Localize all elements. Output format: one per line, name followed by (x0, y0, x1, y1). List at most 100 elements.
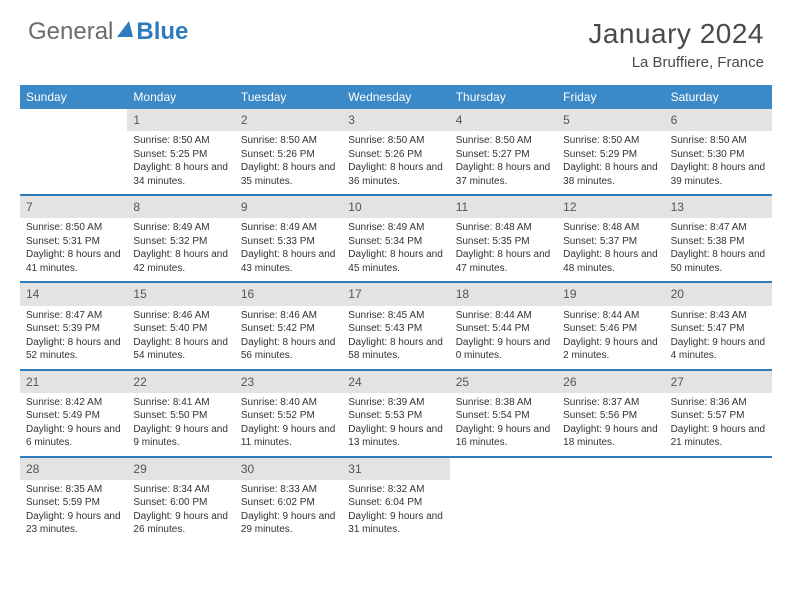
daylight-text: Daylight: 8 hours and 36 minutes. (348, 161, 443, 188)
sunrise-text: Sunrise: 8:39 AM (348, 396, 443, 410)
sunrise-text: Sunrise: 8:44 AM (456, 309, 551, 323)
day-cell: 6Sunrise: 8:50 AMSunset: 5:30 PMDaylight… (665, 109, 772, 194)
sunrise-text: Sunrise: 8:50 AM (133, 134, 228, 148)
day-body: Sunrise: 8:48 AMSunset: 5:35 PMDaylight:… (450, 218, 557, 281)
day-cell: 29Sunrise: 8:34 AMSunset: 6:00 PMDayligh… (127, 458, 234, 543)
day-number: 18 (450, 283, 557, 305)
day-body: Sunrise: 8:48 AMSunset: 5:37 PMDaylight:… (557, 218, 664, 281)
daylight-text: Daylight: 9 hours and 11 minutes. (241, 423, 336, 450)
month-title: January 2024 (588, 18, 764, 50)
day-body: Sunrise: 8:50 AMSunset: 5:26 PMDaylight:… (342, 131, 449, 194)
logo-text-2: Blue (136, 18, 188, 46)
day-body: Sunrise: 8:44 AMSunset: 5:44 PMDaylight:… (450, 306, 557, 369)
sunset-text: Sunset: 5:27 PM (456, 148, 551, 162)
day-cell: 17Sunrise: 8:45 AMSunset: 5:43 PMDayligh… (342, 283, 449, 368)
sunrise-text: Sunrise: 8:37 AM (563, 396, 658, 410)
daylight-text: Daylight: 8 hours and 34 minutes. (133, 161, 228, 188)
daylight-text: Daylight: 8 hours and 54 minutes. (133, 336, 228, 363)
sunrise-text: Sunrise: 8:32 AM (348, 483, 443, 497)
day-body: Sunrise: 8:49 AMSunset: 5:34 PMDaylight:… (342, 218, 449, 281)
day-number: 15 (127, 283, 234, 305)
sunrise-text: Sunrise: 8:41 AM (133, 396, 228, 410)
weekday-header-row: Sunday Monday Tuesday Wednesday Thursday… (20, 85, 772, 109)
day-body: Sunrise: 8:39 AMSunset: 5:53 PMDaylight:… (342, 393, 449, 456)
day-number: 19 (557, 283, 664, 305)
day-cell: 7Sunrise: 8:50 AMSunset: 5:31 PMDaylight… (20, 196, 127, 281)
sunrise-text: Sunrise: 8:50 AM (26, 221, 121, 235)
daylight-text: Daylight: 8 hours and 38 minutes. (563, 161, 658, 188)
sunrise-text: Sunrise: 8:35 AM (26, 483, 121, 497)
sunset-text: Sunset: 5:30 PM (671, 148, 766, 162)
sunrise-text: Sunrise: 8:43 AM (671, 309, 766, 323)
daylight-text: Daylight: 8 hours and 43 minutes. (241, 248, 336, 275)
day-cell (665, 458, 772, 543)
sunset-text: Sunset: 5:40 PM (133, 322, 228, 336)
day-body: Sunrise: 8:33 AMSunset: 6:02 PMDaylight:… (235, 480, 342, 543)
day-number: 22 (127, 371, 234, 393)
sunrise-text: Sunrise: 8:44 AM (563, 309, 658, 323)
day-number (20, 109, 127, 115)
day-body: Sunrise: 8:32 AMSunset: 6:04 PMDaylight:… (342, 480, 449, 543)
day-body: Sunrise: 8:42 AMSunset: 5:49 PMDaylight:… (20, 393, 127, 456)
day-cell: 2Sunrise: 8:50 AMSunset: 5:26 PMDaylight… (235, 109, 342, 194)
logo: General Blue (28, 18, 188, 46)
daylight-text: Daylight: 9 hours and 0 minutes. (456, 336, 551, 363)
day-number: 1 (127, 109, 234, 131)
calendar: Sunday Monday Tuesday Wednesday Thursday… (20, 85, 772, 543)
day-cell: 23 Sunrise: 8:40 AMSunset: 5:52 PMDayligh… (235, 371, 342, 456)
day-number: 17 (342, 283, 449, 305)
day-number: 5 (557, 109, 664, 131)
day-body: Sunrise: 8:38 AMSunset: 5:54 PMDaylight:… (450, 393, 557, 456)
page-header: General Blue January 2024 La Bruffiere, … (0, 0, 792, 79)
day-number: 23 (235, 371, 342, 393)
day-cell: 11Sunrise: 8:48 AMSunset: 5:35 PMDayligh… (450, 196, 557, 281)
day-cell (557, 458, 664, 543)
day-number: 8 (127, 196, 234, 218)
sunset-text: Sunset: 5:49 PM (26, 409, 121, 423)
daylight-text: Daylight: 8 hours and 42 minutes. (133, 248, 228, 275)
day-number: 25 (450, 371, 557, 393)
location-label: La Bruffiere, France (588, 54, 764, 71)
day-number: 28 (20, 458, 127, 480)
sunset-text: Sunset: 5:50 PM (133, 409, 228, 423)
sunrise-text: Sunrise: 8:48 AM (456, 221, 551, 235)
sunrise-text: Sunrise: 8:38 AM (456, 396, 551, 410)
sunset-text: Sunset: 5:31 PM (26, 235, 121, 249)
day-cell: 22Sunrise: 8:41 AMSunset: 5:50 PMDayligh… (127, 371, 234, 456)
daylight-text: Daylight: 9 hours and 18 minutes. (563, 423, 658, 450)
daylight-text: Daylight: 8 hours and 35 minutes. (241, 161, 336, 188)
sunrise-text: Sunrise: 8:49 AM (133, 221, 228, 235)
day-body: Sunrise: 8:44 AMSunset: 5:46 PMDaylight:… (557, 306, 664, 369)
sunrise-text: Sunrise: 8:46 AM (241, 309, 336, 323)
daylight-text: Daylight: 8 hours and 50 minutes. (671, 248, 766, 275)
sunset-text: Sunset: 5:32 PM (133, 235, 228, 249)
day-number: 4 (450, 109, 557, 131)
day-cell: 28Sunrise: 8:35 AMSunset: 5:59 PMDayligh… (20, 458, 127, 543)
day-number: 21 (20, 371, 127, 393)
day-body: Sunrise: 8:45 AMSunset: 5:43 PMDaylight:… (342, 306, 449, 369)
sunrise-text: Sunrise: 8:36 AM (671, 396, 766, 410)
daylight-text: Daylight: 9 hours and 31 minutes. (348, 510, 443, 537)
day-cell: 21Sunrise: 8:42 AMSunset: 5:49 PMDayligh… (20, 371, 127, 456)
week-row: 28Sunrise: 8:35 AMSunset: 5:59 PMDayligh… (20, 458, 772, 543)
day-number: 13 (665, 196, 772, 218)
day-number: 20 (665, 283, 772, 305)
day-number: 30 (235, 458, 342, 480)
sunset-text: Sunset: 5:53 PM (348, 409, 443, 423)
day-cell: 4Sunrise: 8:50 AMSunset: 5:27 PMDaylight… (450, 109, 557, 194)
day-cell: 18Sunrise: 8:44 AMSunset: 5:44 PMDayligh… (450, 283, 557, 368)
sunset-text: Sunset: 5:26 PM (348, 148, 443, 162)
daylight-text: Daylight: 9 hours and 23 minutes. (26, 510, 121, 537)
weeks-container: 1Sunrise: 8:50 AMSunset: 5:25 PMDaylight… (20, 109, 772, 543)
day-number (450, 458, 557, 464)
day-number (557, 458, 664, 464)
daylight-text: Daylight: 8 hours and 39 minutes. (671, 161, 766, 188)
sunset-text: Sunset: 5:26 PM (241, 148, 336, 162)
sunset-text: Sunset: 5:52 PM (241, 409, 336, 423)
sunset-text: Sunset: 5:35 PM (456, 235, 551, 249)
sunrise-text: Sunrise: 8:50 AM (563, 134, 658, 148)
day-cell: 1Sunrise: 8:50 AMSunset: 5:25 PMDaylight… (127, 109, 234, 194)
week-row: 14Sunrise: 8:47 AMSunset: 5:39 PMDayligh… (20, 283, 772, 370)
day-cell: 5Sunrise: 8:50 AMSunset: 5:29 PMDaylight… (557, 109, 664, 194)
sunrise-text: Sunrise: 8:40 AM (241, 396, 336, 410)
